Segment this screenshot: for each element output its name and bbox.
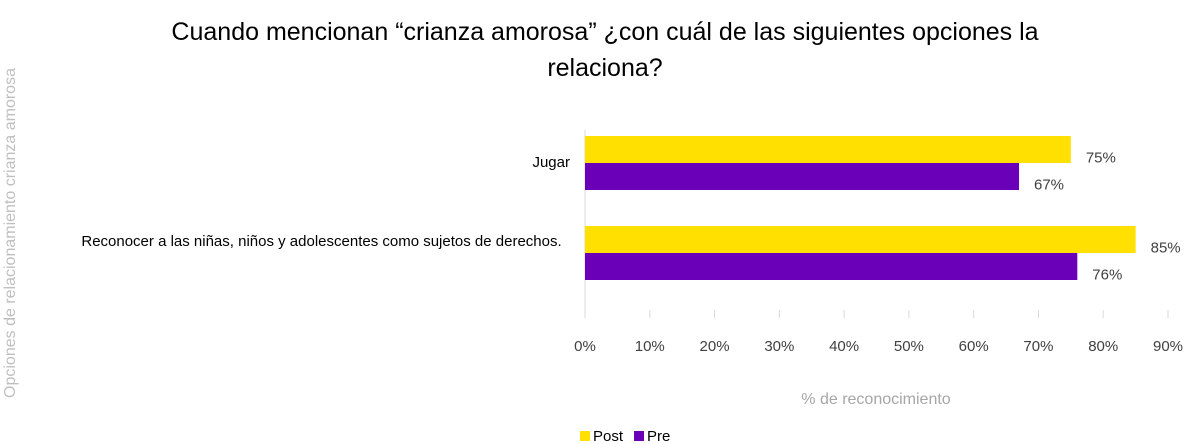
value-label: 85% [1151,239,1181,256]
category-label: Jugar [532,154,570,171]
legend-label: Pre [647,428,670,444]
legend-label: Post [593,428,624,444]
value-label: 76% [1092,266,1122,283]
x-tick-label: 30% [764,338,794,355]
value-label: 67% [1034,176,1064,193]
bar [585,163,1020,190]
x-axis-title: % de reconocimiento [801,391,951,408]
bar [585,136,1071,163]
x-tick-label: 80% [1088,338,1118,355]
chart-title: Cuando mencionan “crianza amorosa” ¿con … [171,18,1039,82]
y-axis-title: Opciones de relacionamiento crianza amor… [2,68,19,398]
category-label: Reconocer a las niñas, niños y adolescen… [81,233,562,250]
x-tick-label: 50% [894,338,924,355]
x-tick-label: 0% [574,338,596,355]
legend-swatch [634,431,645,441]
value-label: 75% [1086,149,1116,166]
bar [585,253,1078,280]
x-tick-label: 10% [635,338,665,355]
x-tick-label: 40% [829,338,859,355]
legend-swatch [580,431,590,441]
bar [585,226,1136,253]
x-tick-label: 70% [1023,338,1053,355]
x-tick-label: 60% [959,338,989,355]
x-tick-label: 90% [1153,338,1183,355]
x-tick-label: 20% [700,338,730,355]
